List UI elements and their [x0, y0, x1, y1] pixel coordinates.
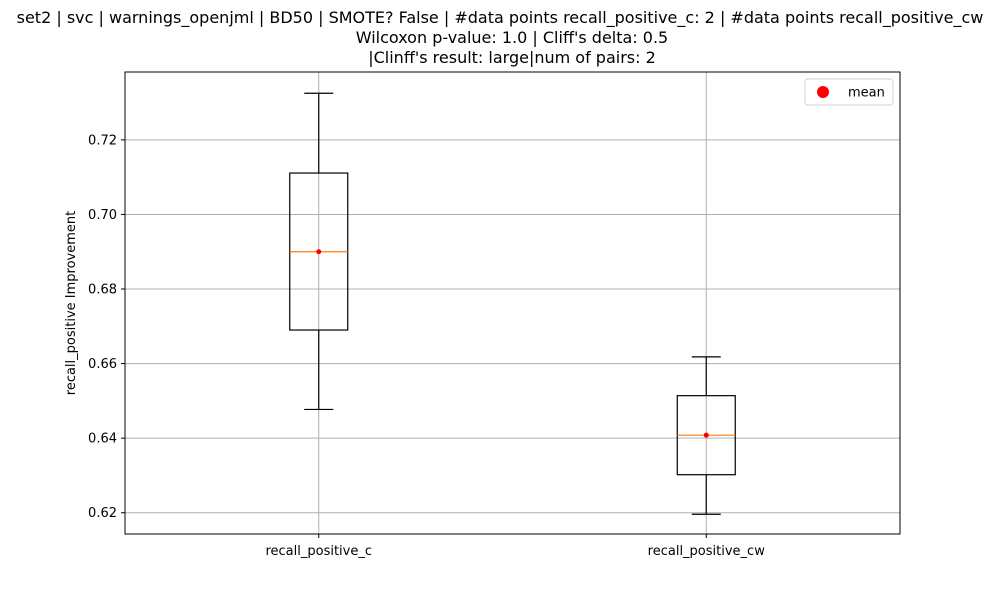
legend-box — [804, 78, 894, 106]
mean-marker — [703, 432, 709, 438]
title-line-2: Wilcoxon p-value: 1.0 | Cliff's delta: 0… — [356, 28, 668, 47]
title-line-3: |Clinff's result: large|num of pairs: 2 — [368, 48, 656, 67]
y-axis-label: recall_positive Improvement — [64, 211, 79, 395]
boxes — [289, 92, 736, 515]
x-tick-label: recall_positive_cw — [648, 544, 766, 559]
axis-ticks: 0.62 0.64 0.66 0.68 0.70 0.72 recall_positive_… — [88, 133, 765, 559]
grid-lines — [125, 72, 900, 534]
x-tick-label: recall_positive_c — [265, 544, 372, 559]
plot-area-frame — [124, 71, 901, 535]
legend-mean-label: mean — [848, 86, 885, 101]
mean-marker — [316, 249, 322, 255]
title-line-1: set2 | svc | warnings_openjml | BD50 | S… — [17, 8, 984, 28]
chart-title: set2 | svc | warnings_openjml | BD50 | S… — [17, 8, 984, 67]
box-recall_positive_c — [289, 92, 349, 411]
y-tick-label: 0.64 — [88, 432, 117, 447]
y-tick-label: 0.72 — [88, 133, 117, 148]
legend: mean — [804, 78, 894, 106]
y-tick-label: 0.68 — [88, 283, 117, 298]
box-recall_positive_cw — [676, 356, 736, 515]
y-tick-label: 0.70 — [88, 208, 117, 223]
legend-mean-marker — [817, 86, 829, 98]
y-tick-label: 0.62 — [88, 506, 117, 521]
y-tick-label: 0.66 — [88, 357, 117, 372]
